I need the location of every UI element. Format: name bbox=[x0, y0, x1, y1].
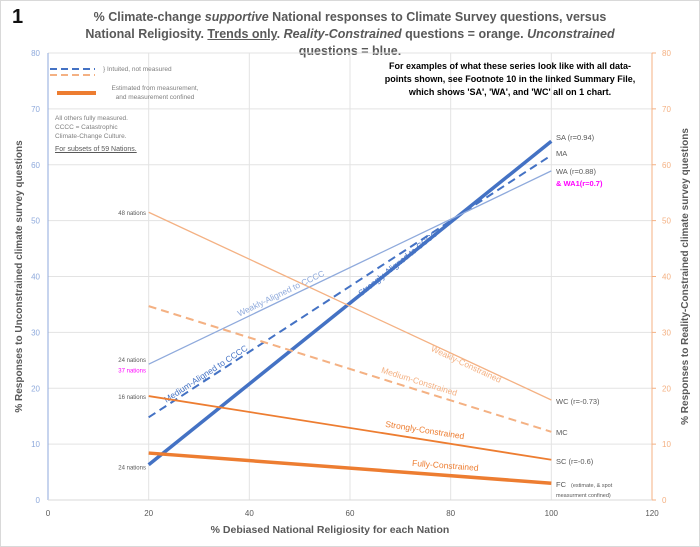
y-left-tick-label: 10 bbox=[31, 440, 40, 449]
title-text: % Climate-change bbox=[93, 10, 205, 24]
x-axis-title: % Debiased National Religiosity for each… bbox=[211, 524, 450, 536]
nation-count-label: 24 nations bbox=[118, 358, 146, 364]
series-line bbox=[148, 211, 552, 401]
title-text: supportive bbox=[204, 10, 269, 24]
series-line bbox=[148, 395, 552, 461]
legend-dashed-label: } Intuited, not measured bbox=[103, 66, 172, 73]
y-left-tick-label: 70 bbox=[31, 105, 40, 114]
note-line: All others fully measured. bbox=[55, 115, 128, 122]
legend-solid-label-2: and measurement confined bbox=[115, 94, 195, 101]
note-line: Climate-Change Culture. bbox=[55, 133, 127, 140]
y-axis-right-title: % Responses to Reality-Constrained clima… bbox=[680, 128, 691, 425]
series-end-label: FC bbox=[556, 480, 567, 489]
notes: All others fully measured. CCCC = Catastr… bbox=[55, 114, 137, 154]
y-left-tick-label: 60 bbox=[31, 161, 40, 170]
y-right-tick-label: 70 bbox=[662, 105, 671, 114]
y-left-tick-label: 0 bbox=[36, 496, 41, 505]
y-right-tick-label: 40 bbox=[662, 273, 671, 282]
series-end-label: SA (r=0.94) bbox=[556, 133, 595, 142]
title-text: Unconstrained bbox=[527, 27, 615, 41]
title-text: Reality-Constrained bbox=[283, 27, 402, 41]
series-line bbox=[148, 305, 552, 433]
figure-number: 1 bbox=[12, 6, 24, 28]
series-end-label: SC (r=-0.6) bbox=[556, 457, 594, 466]
legend-solid-label: Estimated from measurement, and measureme… bbox=[95, 84, 215, 102]
y-right-tick-label: 60 bbox=[662, 161, 671, 170]
series-line-label: Weakly-Constrained bbox=[429, 343, 503, 384]
y-right-tick-label: 0 bbox=[662, 496, 667, 505]
series-end-label: MA bbox=[556, 149, 567, 158]
series-end-note: measurment confined) bbox=[556, 493, 611, 499]
note-line: CCCC = Catastrophic bbox=[55, 124, 118, 131]
series-line-label: Strongly-Aligned to CCCC bbox=[356, 228, 439, 298]
series-line bbox=[148, 451, 552, 485]
x-tick-label: 0 bbox=[46, 509, 51, 518]
y-right-tick-label: 50 bbox=[662, 217, 671, 226]
x-tick-label: 40 bbox=[245, 509, 254, 518]
series-end-label: WC (r=-0.73) bbox=[556, 397, 600, 406]
y-left-tick-label: 20 bbox=[31, 384, 40, 393]
title-text: National responses to Climate Survey que… bbox=[85, 10, 607, 41]
legend-solid-label-1: Estimated from measurement, bbox=[111, 85, 199, 92]
nation-count-label: 16 nations bbox=[118, 395, 146, 401]
series-line-label: Strongly-Constrained bbox=[385, 419, 466, 441]
y-right-tick-label: 20 bbox=[662, 384, 671, 393]
y-left-tick-label: 40 bbox=[31, 273, 40, 282]
nation-count-label: 24 nations bbox=[118, 465, 146, 471]
nation-count-label: 48 nations bbox=[118, 211, 146, 217]
y-right-tick-label: 10 bbox=[662, 440, 671, 449]
chart-title: % Climate-change supportive National res… bbox=[80, 9, 620, 60]
nation-count-label: 37 nations bbox=[118, 368, 146, 374]
y-left-tick-label: 80 bbox=[31, 49, 40, 58]
title-text: Trends only bbox=[207, 27, 277, 41]
series-line bbox=[147, 139, 553, 467]
x-tick-label: 60 bbox=[346, 509, 355, 518]
series-line bbox=[148, 170, 552, 365]
annotation-note: For examples of what these series look l… bbox=[384, 61, 636, 97]
x-tick-label: 100 bbox=[545, 509, 559, 518]
series-end-label-2: & WA1(r=0.7) bbox=[556, 179, 603, 188]
y-right-tick-label: 30 bbox=[662, 328, 671, 337]
x-tick-label: 80 bbox=[446, 509, 455, 518]
title-text: questions = blue. bbox=[298, 44, 402, 58]
x-tick-label: 20 bbox=[144, 509, 153, 518]
y-right-tick-label: 80 bbox=[662, 49, 671, 58]
y-left-tick-label: 30 bbox=[31, 328, 40, 337]
series-line bbox=[148, 154, 552, 419]
title-text: . bbox=[276, 27, 284, 41]
y-left-tick-label: 50 bbox=[31, 217, 40, 226]
note-subsets: For subsets of 59 Nations. bbox=[55, 146, 137, 153]
series-end-label: WA (r=0.88) bbox=[556, 167, 596, 176]
y-axis-left-title: % Responses to Unconstrained climate sur… bbox=[14, 140, 25, 413]
series-end-note: (estimate, & spot bbox=[571, 483, 613, 489]
series-line-label: Fully-Constrained bbox=[412, 458, 479, 473]
series-end-label: MC bbox=[556, 428, 568, 437]
title-text: questions = orange. bbox=[401, 27, 528, 41]
x-tick-label: 120 bbox=[645, 509, 659, 518]
